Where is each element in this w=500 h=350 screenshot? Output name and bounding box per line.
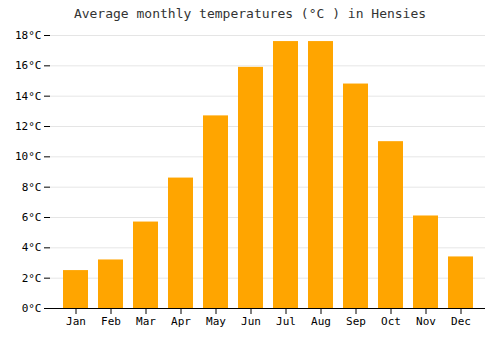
svg-text:4°C: 4°C [22, 241, 42, 254]
svg-text:18°C: 18°C [15, 29, 42, 42]
svg-text:Sep: Sep [346, 315, 366, 328]
svg-text:8°C: 8°C [22, 181, 42, 194]
svg-text:16°C: 16°C [15, 59, 42, 72]
svg-text:Jul: Jul [276, 315, 296, 328]
svg-text:Oct: Oct [381, 315, 401, 328]
svg-text:Apr: Apr [171, 315, 191, 328]
svg-text:6°C: 6°C [22, 211, 42, 224]
svg-text:Nov: Nov [416, 315, 436, 328]
svg-text:14°C: 14°C [15, 90, 42, 103]
svg-text:Aug: Aug [311, 315, 331, 328]
html-text:Average monthly temperatures (: Average monthly temperatures (°C ) in He… [73, 6, 427, 21]
svg-text:Dec: Dec [451, 315, 471, 328]
svg-text:May: May [206, 315, 226, 328]
svg-text:0°C: 0°C [22, 302, 42, 315]
svg-text:2°C: 2°C [22, 272, 42, 285]
svg-text:Mar: Mar [136, 315, 156, 328]
svg-text:12°C: 12°C [15, 120, 42, 133]
svg-text:Jan: Jan [66, 315, 86, 328]
svg-text:Jun: Jun [241, 315, 261, 328]
svg-text:10°C: 10°C [15, 150, 42, 163]
svg-text:Feb: Feb [101, 315, 121, 328]
